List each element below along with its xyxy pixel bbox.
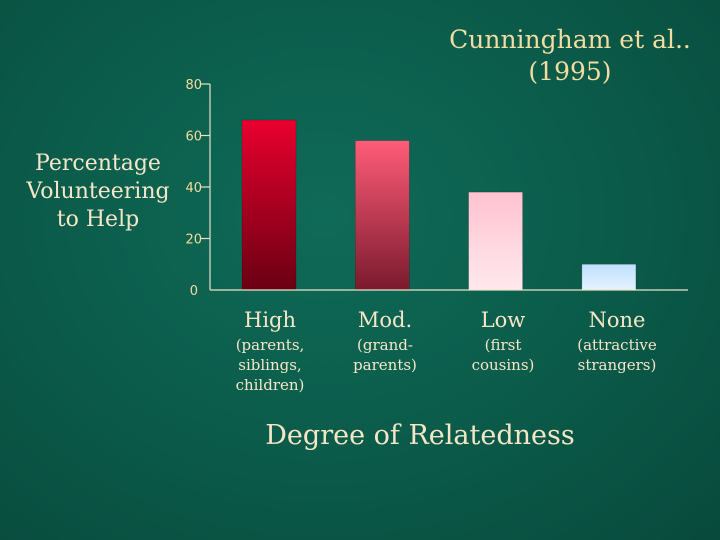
category-sublabel: children) bbox=[236, 376, 305, 394]
category-label: Low bbox=[481, 308, 526, 332]
y-axis-label-line-2: Volunteering bbox=[26, 179, 170, 204]
y-axis-label: Percentage Volunteering to Help bbox=[18, 150, 178, 234]
category-sublabel: (attractive bbox=[577, 336, 657, 354]
category-label: Mod. bbox=[358, 308, 412, 332]
x-axis-label: Degree of Relatedness bbox=[265, 420, 575, 451]
category-sublabel: (grand- bbox=[357, 336, 413, 354]
category-sublabel: (parents, bbox=[236, 336, 305, 354]
category-label: High bbox=[244, 308, 296, 332]
category-label: None bbox=[589, 308, 646, 332]
category-sublabel: siblings, bbox=[238, 356, 301, 374]
y-tick-label: 60 bbox=[185, 130, 202, 145]
chart-title: Cunningham et al.. (1995) bbox=[440, 24, 700, 88]
y-tick-label: 20 bbox=[185, 233, 202, 248]
y-tick-label: 40 bbox=[185, 181, 202, 196]
category-sublabel: strangers) bbox=[578, 356, 657, 374]
title-line-2: (1995) bbox=[528, 57, 612, 86]
title-line-1: Cunningham et al.. bbox=[449, 25, 691, 54]
y-tick-label: 80 bbox=[185, 78, 202, 93]
bar-high bbox=[241, 119, 297, 291]
bar-none bbox=[581, 263, 637, 291]
y-tick-label: 0 bbox=[190, 284, 198, 299]
bar-mod bbox=[354, 140, 410, 291]
y-axis-label-line-3: to Help bbox=[56, 207, 140, 232]
category-sublabel: parents) bbox=[353, 356, 417, 374]
bar-low bbox=[468, 191, 523, 291]
category-sublabel: (first bbox=[485, 336, 522, 354]
category-sublabel: cousins) bbox=[472, 356, 535, 374]
y-axis-label-line-1: Percentage bbox=[35, 151, 161, 176]
